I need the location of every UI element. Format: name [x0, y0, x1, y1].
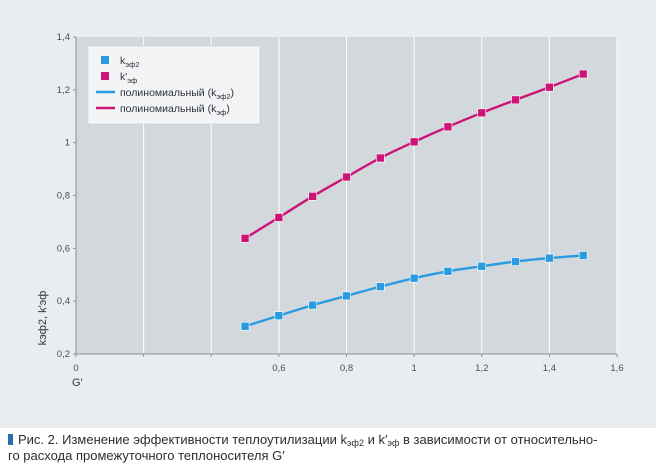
series-2-point [477, 108, 487, 118]
series-1-point [443, 267, 453, 276]
chart: 0,2 0,4 0,6 0,8 1 1,2 1,4 0 0,6 0,8 1 1,2 1,4 1,6 G′ kэ… [37, 32, 624, 389]
legend-box [87, 45, 261, 125]
y-axis-title: kэф2, k′эф [37, 291, 49, 346]
caption-sub-1: эф2 [346, 438, 364, 448]
series-1-point [477, 261, 487, 271]
x-tick-label: 1,2 [475, 363, 488, 374]
series-1-point [240, 321, 250, 331]
y-tick-label: 1 [65, 138, 70, 149]
figure-panel: 0,2 0,4 0,6 0,8 1 1,2 1,4 0 0,6 0,8 1 1,2 1,4 1,6 G′ kэ… [0, 0, 656, 428]
y-tick-label: 0,2 [57, 349, 70, 360]
caption-sub-2: эф [387, 438, 400, 448]
caption-marker-icon [8, 434, 13, 445]
y-tick-label: 1,2 [57, 85, 70, 96]
series-1-point [274, 311, 284, 320]
legend-marker-2 [101, 72, 109, 80]
figure-caption: Рис. 2. Изменение эффективности теплоути… [8, 432, 648, 464]
series-2-point [376, 153, 385, 163]
series-1-point [545, 253, 554, 263]
series-2-point [578, 69, 588, 79]
series-1-point [578, 251, 588, 260]
x-tick-label: 1,4 [543, 363, 556, 374]
caption-text-3: в зависимости от относительно- [399, 432, 598, 447]
y-tick-label: 1,4 [57, 32, 70, 43]
series-2-point [511, 95, 520, 105]
series-1-point [511, 257, 520, 266]
x-tick-label: 1,6 [610, 363, 623, 374]
y-tick-label: 0,4 [57, 296, 70, 307]
series-2-point [342, 172, 351, 182]
series-1-point [409, 273, 419, 283]
legend-label-2: k′эф [120, 71, 137, 85]
x-tick-label: 1 [411, 363, 416, 374]
series-2-point [274, 213, 284, 222]
x-axis-title: G′ [72, 377, 83, 389]
series-2-point [240, 233, 250, 243]
series-1-point [376, 282, 385, 291]
series-1-point [308, 300, 317, 310]
caption-text-1: Рис. 2. Изменение эффективности теплоути… [18, 432, 347, 447]
y-tick-label: 0,6 [57, 243, 70, 254]
series-2-point [308, 191, 317, 201]
series-2-point [409, 137, 419, 147]
legend-label-1: kэф2 [120, 55, 139, 69]
caption-text-2: и k′ [363, 432, 388, 447]
legend-marker-1 [101, 56, 109, 64]
series-2-point [443, 122, 453, 132]
caption-line-2: го расхода промежуточного теплоносителя … [8, 448, 285, 463]
x-tick-label: 0,8 [340, 363, 353, 374]
y-tick-label: 0,8 [57, 191, 70, 202]
x-tick-label: 0 [73, 363, 78, 374]
x-tick-label: 0,6 [272, 363, 285, 374]
series-2-point [545, 82, 554, 92]
series-1-point [342, 291, 351, 301]
legend-trend-label-1: полиномиальный (kэф2) [120, 87, 234, 101]
legend-trend-label-2: полиномиальный (kэф) [120, 103, 230, 117]
